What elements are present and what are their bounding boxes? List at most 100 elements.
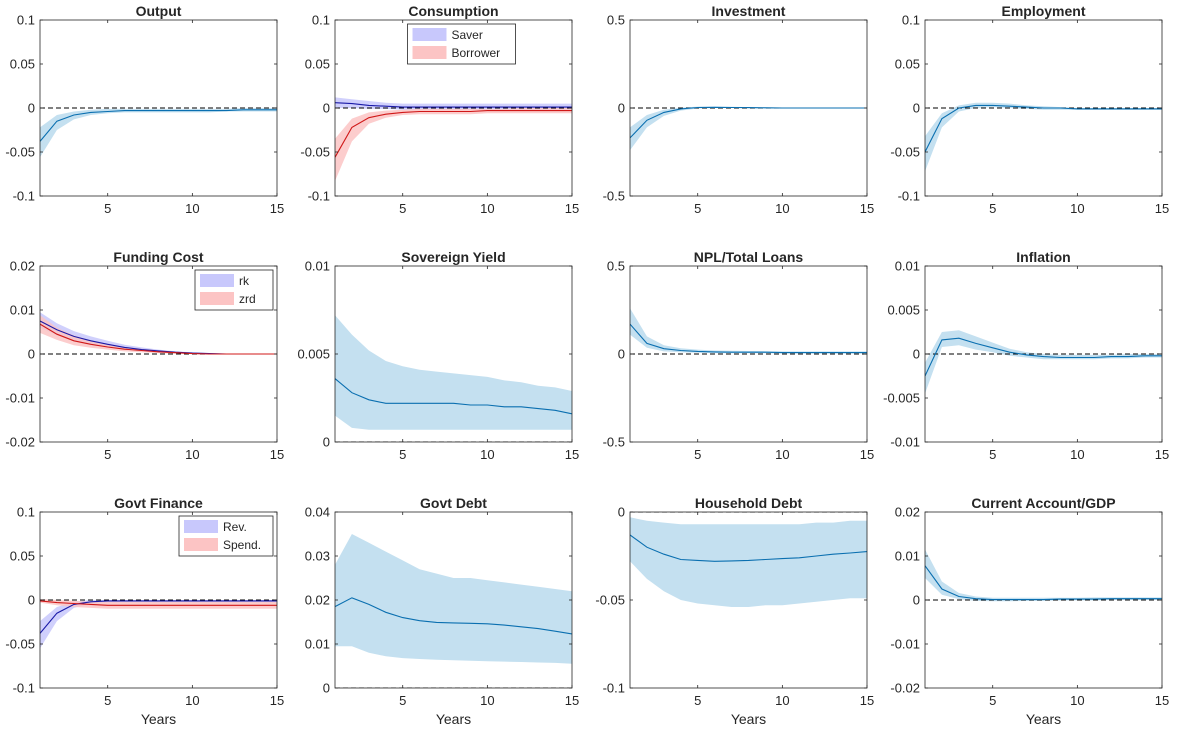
y-tick-label: 0.1 xyxy=(17,13,35,28)
y-tick-label: 0 xyxy=(323,435,330,450)
y-tick-label: 0 xyxy=(913,347,920,362)
y-tick-label: 0.01 xyxy=(10,303,35,318)
confidence-band-0 xyxy=(925,102,1162,172)
plot-area xyxy=(40,599,277,649)
y-tick-label: -0.5 xyxy=(603,435,625,450)
x-tick-label: 10 xyxy=(480,693,494,708)
plot-area xyxy=(630,106,867,151)
y-tick-label: 0 xyxy=(618,101,625,116)
confidence-band-0 xyxy=(925,549,1162,602)
panel-govt-finance: 5 10 15 -0.1 -0.05 0 0.05 0.1 Govt Finance Years R… xyxy=(5,495,284,727)
y-tick-label: 0 xyxy=(28,101,35,116)
plot-area xyxy=(40,312,277,355)
x-tick-label: 15 xyxy=(860,447,874,462)
y-tick-label: 0.1 xyxy=(902,13,920,28)
x-tick-label: 10 xyxy=(1070,201,1084,216)
panel-funding-cost: 5 10 15 -0.02 -0.01 0 0.01 0.02 Funding Cost rk zr… xyxy=(5,249,284,462)
x-tick-label: 15 xyxy=(1155,447,1169,462)
plot-area xyxy=(335,97,572,181)
x-tick-label: 10 xyxy=(185,447,199,462)
plot-area xyxy=(335,534,572,688)
confidence-band-0 xyxy=(630,308,867,354)
x-tick-label: 5 xyxy=(989,693,996,708)
y-tick-label: -0.05 xyxy=(300,145,330,160)
series-line-saver xyxy=(335,102,572,108)
x-tick-label: 5 xyxy=(104,693,111,708)
y-tick-label: 0.1 xyxy=(312,13,330,28)
series-line-0 xyxy=(40,109,277,142)
y-tick-label: -0.02 xyxy=(5,435,35,450)
panel-npl-total-loans: 5 10 15 -0.5 0 0.5 NPL/Total Loans xyxy=(603,249,875,462)
x-tick-label: 15 xyxy=(565,693,579,708)
panel-sovereign-yield: 5 10 15 0 0.005 0.01 Sovereign Yield xyxy=(297,249,579,462)
panel-inflation: 5 10 15 -0.01 -0.005 0 0.005 0.01 Inflation xyxy=(883,249,1169,462)
legend-entry: Saver xyxy=(452,28,483,42)
legend-swatch xyxy=(184,538,218,551)
panel-title: Govt Finance xyxy=(114,495,203,511)
y-tick-label: 0.005 xyxy=(297,347,330,362)
x-tick-label: 10 xyxy=(185,201,199,216)
panel-title: Output xyxy=(136,3,182,19)
panel-title: NPL/Total Loans xyxy=(694,249,804,265)
x-tick-label: 15 xyxy=(1155,201,1169,216)
panel-title: Consumption xyxy=(408,3,498,19)
panel-consumption: 5 10 15 -0.1 -0.05 0 0.05 0.1 Consumption Saver Bo… xyxy=(300,3,579,216)
y-tick-label: 0 xyxy=(618,505,625,520)
legend: Rev. Spend. xyxy=(178,515,274,557)
confidence-band-0 xyxy=(630,106,867,151)
panel-household-debt: 5 10 15 -0.1 -0.05 0 Household Debt Years xyxy=(595,495,874,727)
y-tick-label: 0.5 xyxy=(607,13,625,28)
series-line-0 xyxy=(925,337,1162,377)
y-tick-label: 0.04 xyxy=(305,505,330,520)
y-tick-label: 0.02 xyxy=(305,593,330,608)
x-tick-label: 10 xyxy=(775,447,789,462)
legend: rk zrd xyxy=(194,269,274,311)
series-line-0 xyxy=(335,378,572,415)
legend: Saver Borrower xyxy=(407,23,516,65)
y-tick-label: -0.01 xyxy=(890,637,920,652)
y-tick-label: 0.005 xyxy=(887,303,920,318)
x-tick-label: 10 xyxy=(185,693,199,708)
y-tick-label: -0.1 xyxy=(308,189,330,204)
plot-area xyxy=(925,102,1162,172)
y-tick-label: 0.01 xyxy=(895,549,920,564)
x-axis-label: Years xyxy=(1026,711,1061,727)
x-tick-label: 15 xyxy=(270,693,284,708)
x-tick-label: 15 xyxy=(565,201,579,216)
legend-swatch xyxy=(412,46,447,59)
x-tick-label: 10 xyxy=(480,447,494,462)
panel-current-account-gdp: 5 10 15 -0.02 -0.01 0 0.01 0.02 Current Account/… xyxy=(890,495,1169,727)
x-tick-label: 15 xyxy=(270,447,284,462)
panel-title: Household Debt xyxy=(695,495,803,511)
legend-swatch xyxy=(184,520,218,533)
legend-entry: Spend. xyxy=(223,538,261,552)
legend-swatch xyxy=(200,292,234,305)
y-tick-label: 0 xyxy=(28,593,35,608)
legend-entry: rk xyxy=(239,274,250,288)
y-tick-label: 0.05 xyxy=(305,57,330,72)
x-tick-label: 5 xyxy=(399,447,406,462)
legend-entry: Borrower xyxy=(452,46,501,60)
x-tick-label: 10 xyxy=(775,693,789,708)
y-tick-label: 0 xyxy=(28,347,35,362)
plot-area xyxy=(630,512,867,607)
y-tick-label: 0 xyxy=(323,101,330,116)
y-tick-label: -0.005 xyxy=(883,391,920,406)
y-tick-label: 0.5 xyxy=(607,259,625,274)
plot-area xyxy=(40,107,277,158)
series-line-borrower xyxy=(335,110,572,158)
y-tick-label: 0.02 xyxy=(895,505,920,520)
plot-area xyxy=(630,308,867,355)
series-line-0 xyxy=(335,597,572,635)
panel-title: Inflation xyxy=(1016,249,1070,265)
confidence-band-0 xyxy=(335,534,572,664)
y-tick-label: 0.01 xyxy=(895,259,920,274)
x-tick-label: 5 xyxy=(694,447,701,462)
y-tick-label: -0.01 xyxy=(5,391,35,406)
y-tick-label: -0.1 xyxy=(603,681,625,696)
x-tick-label: 10 xyxy=(480,201,494,216)
confidence-band-0 xyxy=(630,517,867,607)
x-tick-label: 5 xyxy=(104,447,111,462)
plot-area xyxy=(925,330,1162,394)
